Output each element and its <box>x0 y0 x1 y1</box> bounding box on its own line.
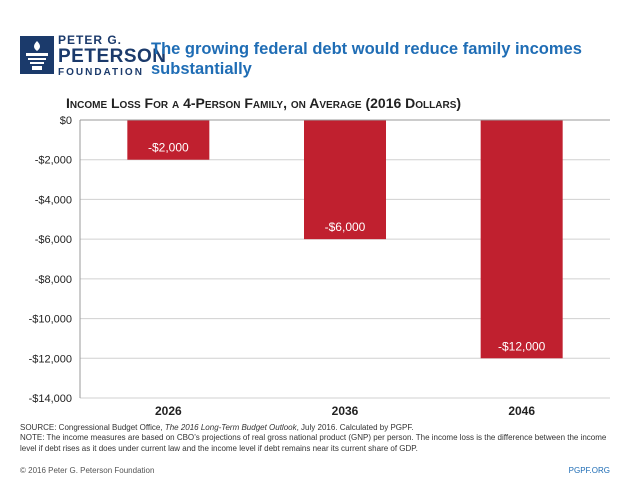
x-tick-label: 2036 <box>332 404 359 418</box>
chart-notes: SOURCE: Congressional Budget Office, The… <box>20 423 620 454</box>
y-tick-label: -$6,000 <box>35 234 72 246</box>
logo-wordmark: PETER G. PETERSON FOUNDATION <box>58 34 167 78</box>
chart-title: Income Loss For a 4-Person Family, on Av… <box>66 95 462 111</box>
source-note: SOURCE: Congressional Budget Office, The… <box>20 423 414 432</box>
bar <box>127 120 210 160</box>
bar-chart: -$2,000 -$6,000 -$12,000 $0 -$2,000 -$4,000 -… <box>29 115 610 418</box>
data-label: -$6,000 <box>325 220 366 234</box>
y-tick-label: -$4,000 <box>35 194 72 206</box>
website-link[interactable]: PGPF.ORG <box>568 466 610 475</box>
data-label: -$12,000 <box>498 339 546 353</box>
logo-line-3: FOUNDATION <box>58 67 144 78</box>
logo-line-2: PETERSON <box>58 46 167 67</box>
x-tick-label: 2026 <box>155 404 182 418</box>
torch-logo-icon <box>20 36 54 74</box>
y-tick-label: -$8,000 <box>35 274 72 286</box>
x-tick-label: 2046 <box>508 404 535 418</box>
y-tick-label: $0 <box>60 115 72 127</box>
pgpf-logo: PETER G. PETERSON FOUNDATION <box>20 32 166 78</box>
copyright-text: © 2016 Peter G. Peterson Foundation <box>20 466 155 475</box>
bar <box>480 120 563 359</box>
y-tick-label: -$14,000 <box>29 393 72 405</box>
bar <box>304 120 386 240</box>
y-tick-label: -$12,000 <box>29 353 72 365</box>
headline: The growing federal debt would reduce fa… <box>151 40 582 78</box>
y-tick-label: -$10,000 <box>29 314 72 326</box>
footer: © 2016 Peter G. Peterson Foundation PGPF… <box>20 466 610 475</box>
method-note: NOTE: The income measures are based on C… <box>20 433 607 453</box>
y-tick-label: -$2,000 <box>35 155 72 167</box>
header: PETER G. PETERSON FOUNDATION The growing… <box>20 32 620 84</box>
data-label: -$2,000 <box>148 141 189 155</box>
source-title: The 2016 Long-Term Budget Outlook <box>164 423 297 432</box>
logo-line-1: PETER G. <box>58 33 123 47</box>
